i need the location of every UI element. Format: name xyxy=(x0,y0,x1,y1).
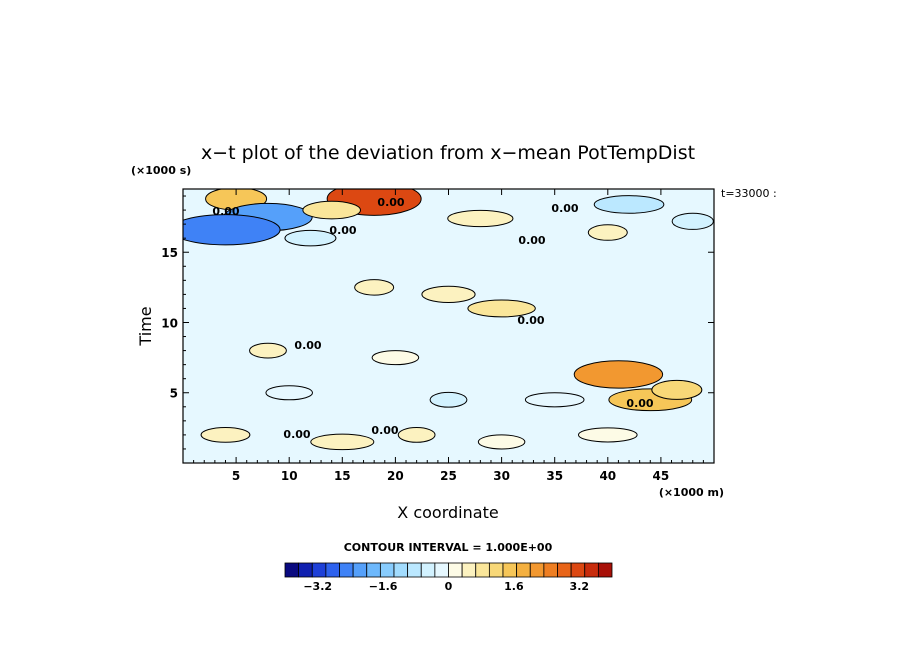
colorbar xyxy=(284,562,613,578)
colorbar-swatch xyxy=(557,562,572,578)
anomaly-feature xyxy=(587,224,628,241)
x-tick-label: 5 xyxy=(232,469,240,483)
colorbar-swatch xyxy=(339,562,354,578)
contour-label: 0.00 xyxy=(212,205,239,218)
anomaly-feature xyxy=(183,214,281,246)
anomaly-feature xyxy=(200,426,251,443)
colorbar-swatch xyxy=(570,562,586,578)
x-tick-label: 45 xyxy=(653,469,670,483)
contour-labels: 0.00 0.00 0.00 0.00 0.00 0.00 0.00 0.00 0.00 0.00 xyxy=(212,196,653,441)
colorbar-tick-label: 0 xyxy=(445,580,453,593)
colorbar-swatch xyxy=(529,562,545,578)
x-tick-label: 10 xyxy=(281,469,298,483)
anomaly-feature xyxy=(302,200,361,220)
colorbar-swatch xyxy=(488,562,504,578)
anomaly-feature xyxy=(284,229,337,247)
plot-area: 0.00 0.000.000.000.000.000.000.00 0.000.00… xyxy=(161,188,715,483)
contour-label: 0.00 xyxy=(551,202,578,215)
contour-label: 0.00 xyxy=(371,424,398,437)
anomaly-feature xyxy=(578,427,638,443)
y-tick-label: 15 xyxy=(161,246,178,260)
colorbar-swatch xyxy=(352,562,368,578)
anomaly-feature xyxy=(421,285,476,303)
anomaly-feature xyxy=(354,279,395,296)
anomaly-feature xyxy=(310,433,375,451)
anomaly-feature xyxy=(467,299,536,318)
colorbar-swatch xyxy=(475,562,490,578)
contour-label: 0.00 xyxy=(294,339,321,352)
anomaly-feature xyxy=(429,391,468,408)
colorbar-tick-label: −3.2 xyxy=(303,580,332,593)
y-tick-label: 10 xyxy=(161,316,178,330)
x-tick-label: 30 xyxy=(493,469,510,483)
x-tick-label: 25 xyxy=(440,469,457,483)
anomaly-feature xyxy=(593,195,665,214)
contour-label: 0.00 xyxy=(329,224,356,237)
colorbar-swatch xyxy=(311,562,327,578)
colorbar-swatch xyxy=(325,562,340,578)
y-ticks: 5 10 15 xyxy=(161,195,714,450)
colorbar-swatch xyxy=(379,562,395,578)
x-tick-label: 15 xyxy=(334,469,351,483)
anomaly-feature xyxy=(573,360,664,389)
colorbar-swatch xyxy=(420,562,436,578)
x-units-label: (×1000 m) xyxy=(659,486,724,499)
contour-interval-label: CONTOUR INTERVAL = 1.000E+00 xyxy=(344,541,553,554)
contour-label: 0.00 xyxy=(283,428,310,441)
anomaly-feature xyxy=(397,426,436,443)
x-axis-label: X coordinate xyxy=(397,503,498,522)
anomaly-feature xyxy=(447,209,514,228)
colorbar-tick-labels: −3.2 −1.6 0 1.6 3.2 xyxy=(303,580,589,593)
colorbar-swatch xyxy=(516,562,531,578)
colorbar-swatch xyxy=(461,562,477,578)
colorbar-tick-label: 3.2 xyxy=(570,580,590,593)
anomaly-feature xyxy=(265,385,314,401)
contour-label: 0.00 xyxy=(626,397,653,410)
colorbar-swatch xyxy=(597,562,613,578)
y-axis-label: Time xyxy=(136,306,155,346)
contour-label: 0.00 xyxy=(518,234,545,247)
y-tick-label: 5 xyxy=(170,387,178,401)
chart-title: x−t plot of the deviation from x−mean Po… xyxy=(201,142,695,164)
contour-label: 0.00 xyxy=(377,196,404,209)
anomaly-feature xyxy=(524,392,585,408)
anomaly-feature xyxy=(671,212,714,230)
anomaly-feature xyxy=(249,342,287,359)
colorbar-swatch xyxy=(434,562,449,578)
colorbar-swatch xyxy=(366,562,381,578)
colorbar-tick-label: 1.6 xyxy=(504,580,524,593)
x-ticks: 5 10 15 20 25 30 35 40 45 xyxy=(193,189,704,483)
colorbar-tick-label: −1.6 xyxy=(369,580,398,593)
colorbar-swatch xyxy=(393,562,409,578)
colorbar-swatch xyxy=(584,562,599,578)
anomaly-feature xyxy=(477,434,526,450)
anomaly-feature xyxy=(371,350,420,366)
contour-label: 0.00 xyxy=(517,314,544,327)
x-tick-label: 20 xyxy=(387,469,404,483)
colorbar-swatch xyxy=(284,562,300,578)
x-tick-label: 40 xyxy=(599,469,616,483)
colorbar-swatch xyxy=(543,562,558,578)
anomaly-feature xyxy=(651,379,703,400)
colorbar-swatch xyxy=(298,562,313,578)
x-tick-label: 35 xyxy=(546,469,563,483)
colorbar-swatch xyxy=(407,562,422,578)
y-units-label: (×1000 s) xyxy=(131,164,191,177)
anomaly-field xyxy=(183,189,714,451)
time-stamp-label: t=33000 : xyxy=(721,187,777,200)
colorbar-swatch xyxy=(502,562,518,578)
colorbar-swatch xyxy=(448,562,463,578)
